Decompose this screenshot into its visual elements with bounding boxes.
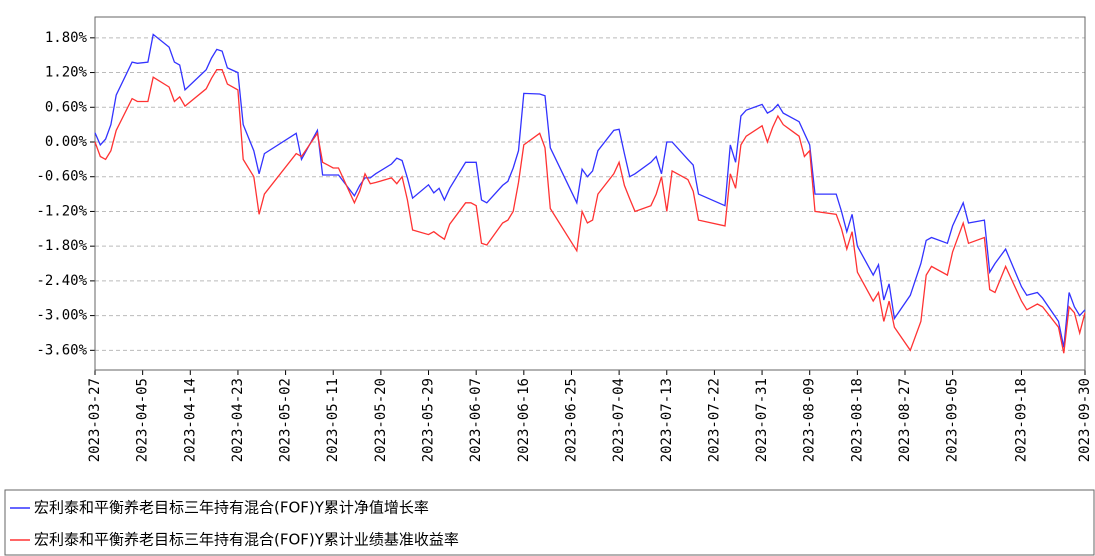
series-line	[94, 69, 1086, 354]
x-tick-label: 2023-05-11	[325, 378, 341, 462]
x-tick-label: 2023-04-14	[182, 378, 198, 462]
x-tick-label: 2023-08-27	[897, 378, 913, 462]
x-tick-label: 2023-05-02	[278, 378, 294, 462]
x-tick-label: 2023-07-04	[611, 378, 627, 462]
x-tick-label: 2023-08-09	[802, 378, 818, 462]
x-tick-label: 2023-09-05	[945, 378, 961, 462]
legend-label: 宏利泰和平衡养老目标三年持有混合(FOF)Y累计净值增长率	[34, 499, 429, 517]
y-tick-label: -3.60%	[36, 342, 87, 358]
plot-frame	[94, 16, 1086, 371]
x-tick-label: 2023-06-16	[516, 378, 532, 462]
x-tick-label: 2023-09-30	[1077, 378, 1093, 462]
y-tick-label: 0.00%	[45, 134, 88, 150]
y-tick-label: -3.00%	[36, 308, 87, 324]
x-tick-label: 2023-07-22	[706, 378, 722, 462]
series-line	[94, 33, 1086, 348]
x-tick-label: 2023-05-20	[373, 378, 389, 462]
legend-label: 宏利泰和平衡养老目标三年持有混合(FOF)Y累计业绩基准收益率	[34, 531, 459, 549]
y-tick-label: -2.40%	[36, 273, 87, 289]
y-tick-label: -0.60%	[36, 169, 87, 185]
y-tick-label: 1.80%	[45, 30, 88, 46]
legend-box	[4, 489, 1095, 556]
x-tick-label: 2023-07-13	[659, 378, 675, 462]
x-tick-label: 2023-04-05	[135, 378, 151, 462]
y-tick-label: 0.60%	[45, 99, 88, 115]
x-tick-label: 2023-06-25	[563, 378, 579, 462]
x-tick-label: 2023-07-31	[754, 378, 770, 462]
x-tick-label: 2023-06-07	[468, 378, 484, 462]
x-tick-label: 2023-03-27	[87, 378, 103, 462]
x-tick-label: 2023-09-18	[1013, 378, 1029, 462]
y-tick-label: 1.20%	[45, 65, 88, 81]
x-tick-label: 2023-08-18	[849, 378, 865, 462]
x-tick-label: 2023-04-23	[230, 378, 246, 462]
x-tick-label: 2023-05-29	[421, 378, 437, 462]
y-tick-label: -1.20%	[36, 203, 87, 219]
y-tick-label: -1.80%	[36, 238, 87, 254]
